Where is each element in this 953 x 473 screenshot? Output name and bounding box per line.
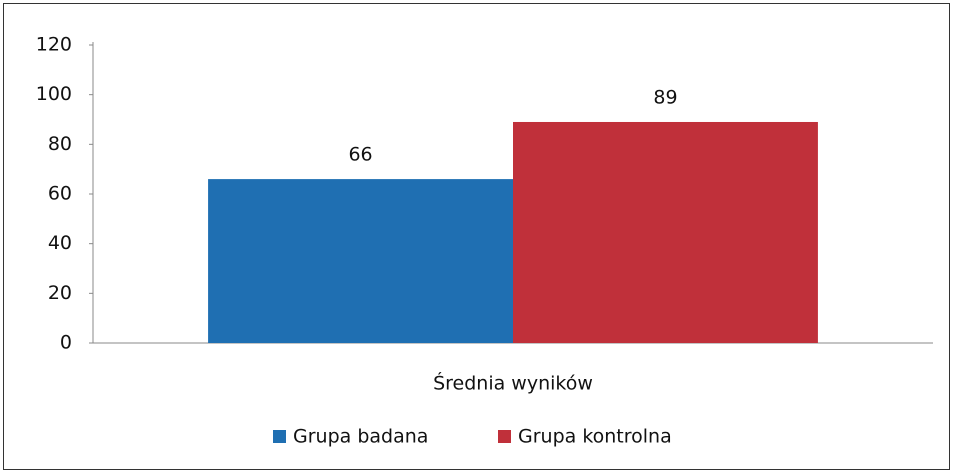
y-tick-label: 40	[48, 232, 72, 254]
data-label: 66	[348, 144, 372, 166]
y-tick-label: 0	[60, 332, 72, 354]
data-label: 89	[653, 86, 677, 108]
bar	[513, 121, 818, 343]
y-tick-label: 60	[48, 183, 72, 205]
legend-label: Grupa kontrolna	[518, 426, 672, 448]
bar	[208, 179, 513, 343]
y-tick-label: 100	[36, 83, 72, 105]
x-tick-label: Średnia wyników	[433, 371, 593, 395]
legend-label: Grupa badana	[293, 426, 428, 448]
legend-swatch	[498, 430, 511, 443]
legend-swatch	[273, 430, 286, 443]
y-tick-label: 20	[48, 282, 72, 304]
y-tick-label: 80	[48, 133, 72, 155]
y-tick-label: 120	[36, 34, 72, 56]
